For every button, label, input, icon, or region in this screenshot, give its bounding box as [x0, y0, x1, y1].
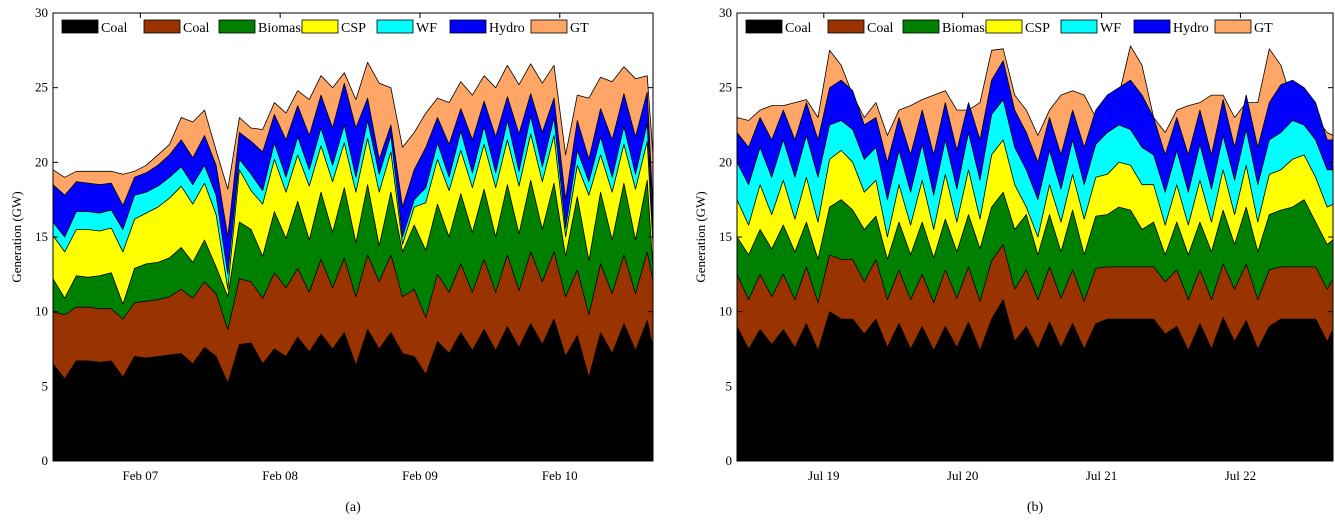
legend-label-coal: Coal — [101, 21, 128, 36]
y-tick-label: 10 — [35, 304, 48, 319]
y-tick-label: 10 — [719, 304, 732, 319]
legend-label-biomass: Biomass — [942, 21, 990, 36]
panel-caption: (b) — [1027, 500, 1044, 515]
x-tick-label: Jul 22 — [1225, 468, 1256, 483]
y-tick-label: 15 — [719, 229, 732, 244]
y-tick-label: 20 — [35, 154, 48, 169]
area-series-coal-0 — [736, 299, 1334, 462]
x-tick-label: Feb 10 — [542, 468, 578, 483]
legend-swatch-wf — [376, 19, 414, 34]
legend-label-coal: Coal — [183, 21, 210, 36]
legend-label-wf: WF — [416, 21, 437, 36]
legend: Coal Coal Biomass CSP WF Hydro GT — [745, 19, 1273, 36]
legend-swatch-coal — [827, 19, 865, 34]
y-tick-label: 25 — [719, 80, 732, 95]
legend-swatch-gt — [530, 19, 568, 34]
y-tick-label: 20 — [719, 154, 732, 169]
legend-label-wf: WF — [1100, 21, 1121, 36]
y-tick-label: 25 — [35, 80, 48, 95]
legend-label-coal: Coal — [785, 21, 812, 36]
y-tick-label: 5 — [42, 378, 49, 393]
y-tick-label: 30 — [719, 5, 732, 20]
legend-swatch-wf — [1060, 19, 1098, 34]
legend-swatch-coal — [143, 19, 181, 34]
y-tick-label: 0 — [726, 453, 733, 468]
legend-swatch-csp — [985, 19, 1023, 34]
legend-label-csp: CSP — [1025, 21, 1050, 36]
y-tick-label: 30 — [35, 5, 48, 20]
legend-label-coal: Coal — [867, 21, 894, 36]
legend-swatch-hydro — [1133, 19, 1171, 34]
legend-swatch-biomass — [218, 19, 256, 34]
legend-swatch-csp — [301, 19, 339, 34]
x-tick-label: Feb 09 — [402, 468, 438, 483]
y-axis-label: Generation (GW) — [9, 191, 24, 282]
legend-swatch-coal — [61, 19, 99, 34]
legend-swatch-biomass — [902, 19, 940, 34]
panel-caption: (a) — [345, 500, 361, 515]
x-tick-label: Jul 19 — [808, 468, 839, 483]
y-tick-label: 5 — [726, 378, 733, 393]
legend-label-gt: GT — [1254, 21, 1273, 36]
area-series-coal-0 — [52, 318, 654, 462]
legend: Coal Coal Biomass CSP WF Hydro GT — [61, 19, 589, 36]
x-tick-label: Jul 21 — [1086, 468, 1117, 483]
legend-label-csp: CSP — [341, 21, 366, 36]
y-axis-label: Generation (GW) — [693, 191, 708, 282]
y-tick-label: 0 — [42, 453, 49, 468]
legend-label-biomass: Biomass — [258, 21, 306, 36]
x-tick-label: Feb 08 — [262, 468, 298, 483]
legend-label-hydro: Hydro — [1173, 21, 1209, 36]
legend-swatch-hydro — [449, 19, 487, 34]
y-tick-label: 15 — [35, 229, 48, 244]
legend-swatch-gt — [1214, 19, 1252, 34]
x-tick-label: Feb 07 — [123, 468, 159, 483]
legend-swatch-coal — [745, 19, 783, 34]
legend-label-gt: GT — [570, 21, 589, 36]
x-tick-label: Jul 20 — [947, 468, 978, 483]
legend-label-hydro: Hydro — [489, 21, 525, 36]
chart-panel-a: 0 5 10 15 20 25 30 Feb 07 Feb 08 Feb 09 Feb 10 Gene… — [9, 5, 654, 515]
chart-panel-b: 0 5 10 15 20 25 30 Jul 19 Jul 20 Jul 21 Jul 22 Gene… — [693, 5, 1334, 515]
